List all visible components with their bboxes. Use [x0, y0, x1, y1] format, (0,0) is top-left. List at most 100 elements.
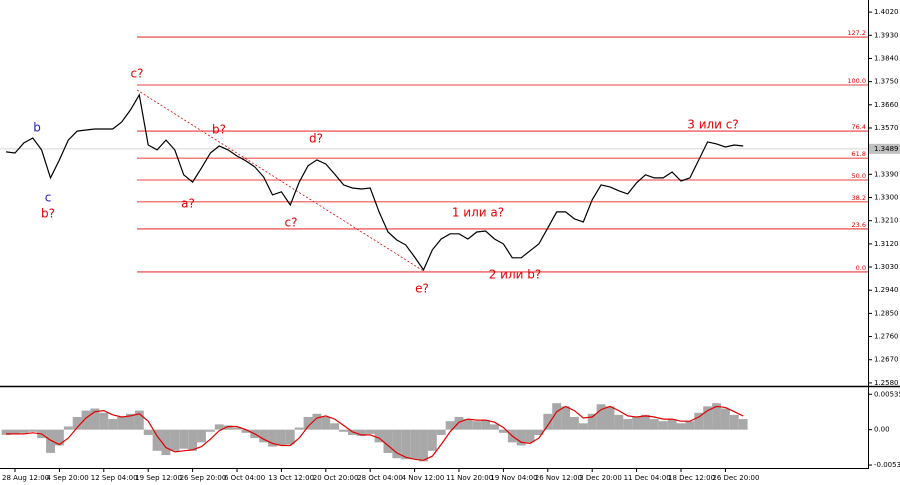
histogram-bar	[19, 429, 29, 433]
x-tick-label: 28 Oct 04:00	[357, 474, 403, 482]
wave-label: c	[45, 191, 52, 205]
histogram-bar	[205, 429, 215, 432]
fib-level-label: 100.0	[847, 77, 866, 85]
y-tick-label: 1.3750	[874, 78, 899, 86]
histogram-bar	[90, 408, 100, 430]
histogram-bar	[330, 423, 340, 430]
wave-trend-line	[136, 89, 426, 273]
histogram-bar	[525, 429, 535, 443]
histogram-bar	[561, 406, 570, 430]
histogram-bar	[454, 416, 464, 430]
last-price-box	[869, 143, 900, 154]
histogram-bar	[241, 429, 251, 433]
fib-level-label: 76.4	[852, 123, 866, 131]
wave-label: 3 или c?	[687, 118, 739, 132]
x-tick-label: 28 Aug 12:00	[2, 474, 49, 482]
price-line	[6, 93, 744, 272]
histogram-bar	[81, 410, 91, 430]
histogram-bar	[667, 419, 677, 430]
y-tick-label: 0.00	[874, 426, 890, 434]
y-tick-label: 1.3120	[874, 240, 899, 248]
histogram-bar	[498, 429, 508, 433]
wave-label: c?	[131, 67, 144, 81]
histogram-bar	[117, 416, 127, 430]
histogram-bar	[152, 429, 162, 451]
histogram-bar	[54, 429, 64, 446]
histogram-bar	[658, 421, 668, 430]
y-tick-label: 1.3300	[874, 194, 899, 202]
histogram-bar	[63, 426, 73, 430]
fib-level-label: 127.2	[847, 29, 866, 37]
histogram-bar	[223, 425, 233, 430]
histogram-bar	[516, 429, 526, 446]
x-tick-label: 4 Sep 20:00	[46, 474, 88, 482]
fib-level-label: 50.0	[852, 172, 866, 180]
x-tick-label: 3 Dec 20:00	[579, 474, 622, 482]
histogram-bar	[649, 419, 659, 430]
histogram-bar	[720, 408, 730, 430]
y-tick-label: 1.3840	[874, 54, 899, 62]
y-tick-label: 1.4020	[874, 8, 899, 16]
histogram-bar	[232, 427, 242, 430]
y-tick-label: 0.00535	[874, 390, 900, 398]
histogram-bar	[356, 429, 366, 436]
histogram-bar	[569, 416, 579, 430]
histogram-bar	[632, 416, 642, 430]
histogram-bar	[419, 429, 428, 462]
histogram-bar	[578, 423, 588, 430]
fib-level-label: 0.0	[856, 264, 866, 272]
histogram-bar	[214, 424, 224, 430]
histogram-bar	[427, 429, 437, 451]
x-tick-label: 13 Oct 12:00	[268, 474, 314, 482]
signal-line	[6, 405, 744, 461]
y-tick-label: 1.3930	[874, 31, 899, 39]
histogram-bar	[392, 429, 402, 459]
histogram-bar	[596, 404, 606, 430]
histogram-bar	[410, 429, 420, 460]
wave-label: b?	[41, 207, 55, 221]
histogram-bar	[1, 429, 11, 435]
histogram-bar	[10, 429, 20, 434]
last-price-label: 1.3489	[874, 145, 899, 153]
y-tick-label: 1.3570	[874, 124, 899, 132]
y-tick-label: 1.3210	[874, 217, 899, 225]
histogram-bar	[268, 429, 277, 447]
y-tick-label: 1.2940	[874, 286, 899, 294]
histogram-bar	[463, 419, 473, 430]
y-tick-label: 1.3660	[874, 101, 899, 109]
histogram-bar	[161, 429, 171, 456]
histogram-bar	[259, 429, 269, 443]
histogram-bar	[179, 429, 189, 449]
x-tick-label: 12 Sep 04:00	[91, 474, 138, 482]
wave-label: b	[33, 121, 41, 135]
histogram-bar	[312, 413, 322, 430]
histogram-bar	[738, 419, 748, 430]
fib-level-label: 61.8	[852, 150, 866, 158]
histogram-bar	[481, 420, 491, 430]
wave-label: d?	[309, 132, 323, 146]
histogram-bar	[143, 429, 153, 435]
wave-label: c?	[285, 216, 298, 230]
histogram-bar	[188, 429, 198, 451]
histogram-bar	[676, 423, 686, 430]
x-tick-label: 26 Dec 20:00	[712, 474, 759, 482]
wave-label: 1 или a?	[452, 206, 504, 220]
x-tick-label: 26 Sep 20:00	[180, 474, 227, 482]
wave-label: b?	[212, 123, 226, 137]
x-tick-label: 26 Nov 12:00	[535, 474, 582, 482]
y-tick-label: 1.3390	[874, 170, 899, 178]
x-tick-label: 4 Nov 12:00	[402, 474, 445, 482]
x-tick-label: 11 Dec 04:00	[624, 474, 671, 482]
histogram-bar	[685, 421, 695, 430]
wave-label: 2 или b?	[489, 268, 542, 282]
y-tick-label: 1.2850	[874, 309, 899, 317]
histogram-bar	[614, 414, 624, 430]
histogram-bar	[46, 429, 55, 453]
wave-label: a?	[181, 197, 195, 211]
histogram-bar	[170, 429, 180, 451]
x-tick-label: 20 Oct 20:00	[313, 474, 359, 482]
histogram-bar	[729, 414, 739, 430]
